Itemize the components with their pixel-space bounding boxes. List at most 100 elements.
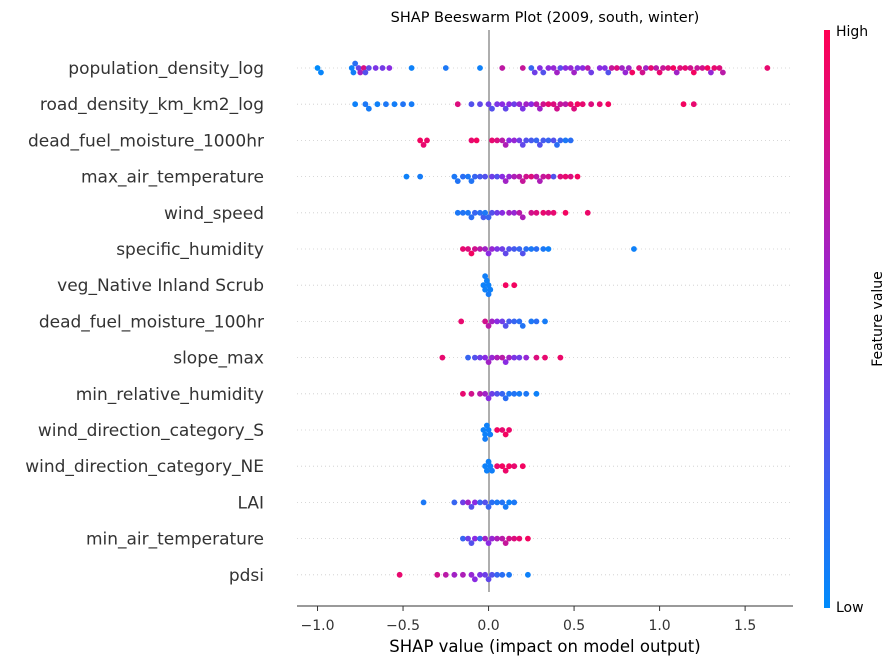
shap-point: [477, 209, 483, 216]
shap-point: [533, 390, 540, 397]
shap-point: [352, 60, 359, 67]
shap-point: [417, 137, 424, 144]
shap-point: [562, 173, 569, 180]
shap-point: [528, 318, 535, 325]
shap-point: [403, 173, 410, 180]
shap-point: [451, 173, 458, 180]
shap-point: [533, 101, 540, 108]
shap-point: [460, 571, 466, 578]
shap-point: [533, 209, 540, 216]
shap-point: [588, 69, 595, 76]
shap-point: [608, 65, 615, 71]
shap-point: [511, 173, 518, 180]
shap-point: [557, 101, 564, 108]
shap-point: [355, 65, 362, 71]
shap-point: [357, 69, 364, 76]
shap-point: [383, 101, 389, 108]
shap-point: [511, 354, 518, 361]
shap-point: [454, 209, 461, 216]
feature-label: dead_fuel_moisture_100hr: [39, 312, 264, 332]
shap-point: [523, 354, 530, 361]
x-tick-label: 1.5: [734, 618, 756, 634]
shap-point: [471, 246, 478, 252]
shap-point: [494, 173, 501, 180]
shap-point: [550, 101, 557, 108]
shap-point: [477, 246, 483, 252]
shap-point: [506, 318, 512, 325]
colorbar: [824, 30, 830, 608]
shap-point: [499, 535, 506, 542]
shap-point: [482, 463, 489, 470]
shap-point: [528, 101, 535, 108]
shap-point: [468, 214, 475, 221]
shap-point: [523, 246, 530, 252]
shap-point: [465, 354, 471, 361]
shap-point: [362, 69, 369, 76]
shap-point: [516, 318, 523, 325]
shap-point: [540, 101, 547, 108]
shap-point: [482, 436, 489, 442]
shap-point: [533, 137, 540, 144]
shap-point: [465, 173, 471, 180]
shap-point: [528, 65, 535, 71]
x-tick-label: −1.0: [301, 618, 335, 634]
shap-point: [550, 137, 557, 144]
shap-point: [465, 499, 471, 506]
shap-point: [499, 318, 506, 325]
feature-label: dead_fuel_moisture_1000hr: [28, 131, 264, 151]
shap-point: [477, 571, 483, 578]
shap-point: [487, 286, 494, 293]
shap-point: [557, 354, 564, 361]
shap-point: [487, 463, 494, 470]
shap-point: [352, 101, 359, 108]
shap-point: [468, 390, 475, 397]
shap-point: [348, 65, 355, 71]
shap-point: [574, 65, 581, 71]
shap-point: [483, 467, 490, 474]
shap-point: [439, 354, 446, 361]
feature-label: min_air_temperature: [86, 530, 264, 550]
shap-point: [468, 178, 475, 185]
shap-point: [545, 65, 552, 71]
feature-label: wind_direction_category_NE: [25, 457, 264, 477]
shap-point: [519, 142, 526, 148]
shap-point: [519, 250, 526, 257]
shap-point: [540, 69, 547, 76]
shap-point: [596, 65, 603, 71]
shap-point: [350, 69, 357, 76]
shap-point: [494, 427, 501, 433]
colorbar-low-label: Low: [836, 600, 864, 616]
shap-point: [639, 69, 646, 76]
shap-point: [471, 535, 478, 542]
shap-point: [460, 499, 466, 506]
shap-point: [519, 323, 526, 329]
shap-point: [528, 173, 535, 180]
shap-point: [516, 173, 523, 180]
shap-point: [374, 101, 381, 108]
shap-point: [494, 499, 501, 506]
data-points: [314, 60, 771, 583]
shap-point: [365, 105, 372, 112]
shap-point: [489, 173, 495, 180]
shap-point: [519, 178, 526, 185]
shap-point: [557, 173, 564, 180]
shap-point: [533, 318, 540, 325]
shap-point: [545, 173, 552, 180]
shap-point: [489, 535, 495, 542]
shap-point: [442, 571, 449, 578]
shap-point: [554, 69, 560, 76]
shap-point: [499, 101, 506, 108]
shap-point: [494, 390, 501, 397]
shap-point: [482, 246, 489, 252]
shap-point: [499, 173, 506, 180]
shap-point: [673, 69, 680, 76]
shap-point: [536, 142, 543, 148]
shap-point: [601, 65, 608, 71]
shap-point: [502, 105, 509, 112]
shap-point: [482, 499, 489, 506]
shap-point: [485, 395, 492, 402]
shap-point: [545, 137, 552, 144]
shap-point: [511, 318, 518, 325]
shap-point: [511, 499, 518, 506]
shap-point: [506, 209, 512, 216]
